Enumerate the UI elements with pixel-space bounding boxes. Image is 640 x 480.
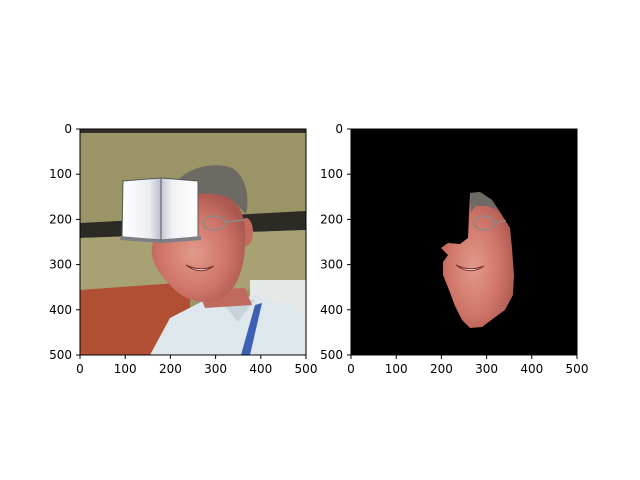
original-image-ytick-label: 500 xyxy=(49,348,72,362)
segmented-face-xtick-label: 200 xyxy=(430,362,453,376)
original-image-panel xyxy=(80,129,306,355)
book-icon xyxy=(120,177,201,243)
segmented-face-ytick-label: 100 xyxy=(320,167,343,181)
smile xyxy=(185,264,215,272)
original-image-xtick-label: 500 xyxy=(295,362,318,376)
original-image-xtick-label: 100 xyxy=(114,362,137,376)
segmented-face-ytick-label: 400 xyxy=(320,303,343,317)
original-image-ytick-label: 0 xyxy=(64,122,72,136)
original-image-ytick-label: 200 xyxy=(49,212,72,226)
shirt xyxy=(150,296,306,355)
segmented-face-xtick-label: 100 xyxy=(385,362,408,376)
original-image-xtick-label: 200 xyxy=(159,362,182,376)
original-image-xtick-label: 400 xyxy=(249,362,272,376)
segmented-face-xtick-label: 500 xyxy=(566,362,589,376)
axis-tick-labels: 0 100 200 300 400 500 0 100 200 300 400 500 0 100 200 3… xyxy=(49,122,588,376)
hair-segment xyxy=(470,192,498,212)
glasses xyxy=(202,215,245,231)
axis-ticks xyxy=(76,128,578,359)
hair xyxy=(170,165,248,214)
original-image-ytick-label: 400 xyxy=(49,303,72,317)
segmented-face-ytick-label: 300 xyxy=(320,258,343,272)
original-image-xtick-label: 300 xyxy=(204,362,227,376)
segment-glasses xyxy=(473,215,507,231)
original-image-ytick-label: 300 xyxy=(49,258,72,272)
segmented-face-xtick-label: 400 xyxy=(520,362,543,376)
segmented-face-ytick-label: 200 xyxy=(320,212,343,226)
right-axes-frame xyxy=(350,128,578,356)
segment-smile xyxy=(455,264,485,272)
left-axes-frame xyxy=(79,128,307,356)
lanyard xyxy=(241,303,262,355)
ceiling-trim xyxy=(80,129,306,133)
original-image-xtick-label: 0 xyxy=(76,362,84,376)
segmented-face-xtick-label: 0 xyxy=(347,362,355,376)
face-segment xyxy=(441,192,514,328)
segmented-face-xtick-label: 300 xyxy=(475,362,498,376)
original-image-ytick-label: 100 xyxy=(49,167,72,181)
segmented-face-ytick-label: 500 xyxy=(320,348,343,362)
segmented-face-ytick-label: 0 xyxy=(335,122,343,136)
segmented-face-panel xyxy=(351,129,577,355)
